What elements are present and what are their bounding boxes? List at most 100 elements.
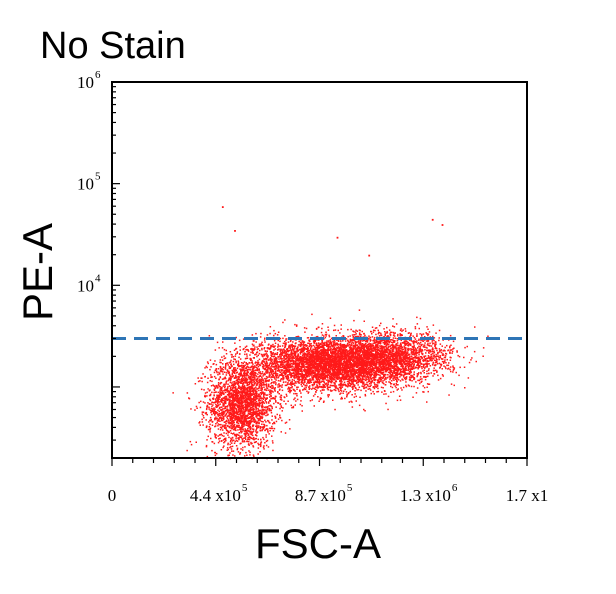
data-point (256, 363, 259, 365)
data-point (332, 399, 334, 401)
data-point (267, 401, 270, 403)
data-point (261, 348, 263, 351)
data-point (319, 362, 321, 365)
data-point (222, 424, 224, 426)
data-point (231, 445, 234, 448)
data-point (232, 450, 235, 452)
data-point (211, 380, 213, 383)
data-point (240, 373, 242, 376)
data-point (249, 428, 252, 431)
data-point (291, 353, 293, 355)
data-point (293, 382, 295, 385)
data-point (308, 371, 311, 374)
data-point (233, 390, 235, 393)
data-point (265, 436, 267, 438)
data-point (206, 381, 209, 384)
data-point (215, 436, 217, 439)
data-point (252, 418, 255, 421)
data-point (317, 352, 319, 354)
data-point (265, 394, 267, 396)
data-point (232, 426, 235, 428)
data-point (232, 428, 235, 431)
data-point (317, 351, 319, 353)
data-points (172, 206, 489, 460)
data-point (254, 353, 256, 356)
data-point (263, 409, 266, 411)
data-point (265, 387, 268, 389)
data-point (244, 388, 246, 391)
data-point (242, 407, 244, 410)
data-point (360, 365, 363, 368)
data-point (257, 348, 259, 350)
data-point (369, 366, 371, 369)
data-point (220, 370, 222, 372)
data-point (363, 387, 365, 389)
data-point (244, 406, 247, 408)
data-point (252, 407, 255, 410)
data-point (319, 364, 322, 366)
data-point (230, 446, 232, 448)
data-point (245, 357, 248, 360)
data-point (240, 411, 242, 413)
data-point (396, 340, 399, 342)
data-point (282, 374, 285, 377)
data-point (300, 392, 302, 394)
data-point (321, 346, 323, 349)
data-point (262, 410, 264, 412)
data-point (297, 382, 300, 384)
data-point (229, 421, 232, 424)
data-point (244, 367, 247, 369)
data-point (217, 435, 219, 437)
data-point (292, 363, 294, 366)
data-point (268, 380, 270, 382)
data-point (269, 391, 272, 394)
data-point (220, 417, 222, 420)
data-point (344, 356, 346, 358)
data-point (357, 384, 359, 386)
data-point (246, 384, 248, 387)
data-point (235, 377, 237, 379)
data-point (216, 387, 218, 389)
data-point (262, 367, 264, 370)
data-point (245, 435, 247, 438)
data-point (292, 362, 295, 364)
data-point (271, 419, 273, 421)
data-point (299, 348, 301, 351)
data-point (216, 394, 219, 397)
data-point (250, 385, 253, 387)
data-point (259, 364, 262, 366)
data-point (245, 408, 247, 411)
data-point (270, 427, 272, 430)
data-point (279, 396, 281, 398)
data-point (241, 426, 244, 429)
data-point (224, 385, 226, 387)
data-point (218, 378, 220, 381)
data-point (249, 410, 251, 413)
data-point (264, 419, 266, 422)
data-point (253, 404, 255, 406)
data-point (285, 372, 287, 375)
data-point (348, 376, 351, 379)
data-point (230, 377, 232, 380)
data-point (343, 355, 345, 357)
data-point (258, 409, 260, 411)
data-point (232, 396, 235, 399)
data-point (219, 396, 221, 398)
data-point (255, 332, 257, 335)
data-point (236, 371, 239, 373)
data-point (275, 364, 278, 367)
data-point (262, 381, 265, 383)
data-point (313, 350, 315, 353)
data-point (233, 421, 235, 424)
data-point (217, 428, 220, 430)
data-point (221, 408, 224, 410)
data-point (226, 398, 228, 401)
data-point (250, 373, 253, 375)
data-point (398, 368, 400, 370)
data-point (224, 425, 227, 427)
data-point (240, 382, 242, 384)
data-point (244, 357, 247, 360)
data-point (251, 370, 254, 372)
data-point (239, 358, 242, 360)
